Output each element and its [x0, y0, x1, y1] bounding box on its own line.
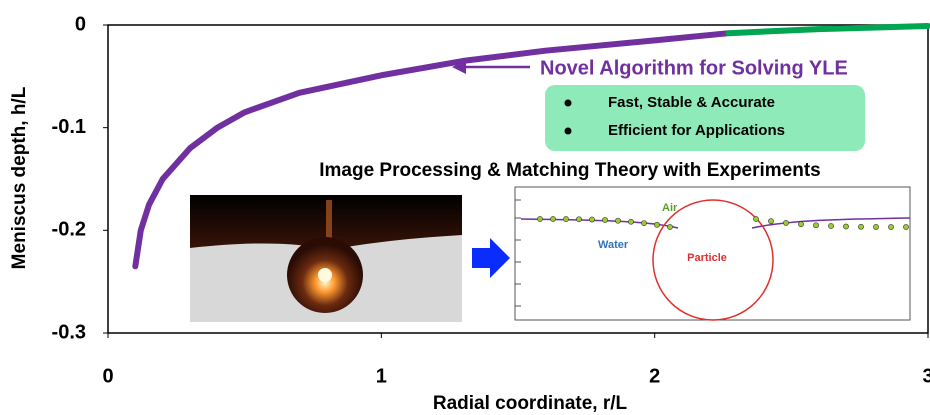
y-tick-label: -0.2	[52, 219, 86, 241]
inset-label: Water	[598, 239, 629, 251]
inset-dot	[615, 218, 620, 223]
inset-dot	[654, 222, 659, 227]
y-tick-label: 0	[75, 13, 86, 35]
inset-dot	[813, 223, 818, 228]
experiment-photo	[190, 195, 462, 322]
inset-dot	[843, 224, 848, 229]
inset-dot	[873, 224, 878, 229]
x-tick-label: 2	[649, 365, 660, 387]
inset-dot	[753, 216, 758, 221]
x-axis-label: Radial coordinate, r/L	[433, 393, 628, 414]
inset-dot	[589, 217, 594, 222]
feature-text: Efficient for Applications	[608, 122, 785, 139]
inset-plot: Air Water Particle	[515, 187, 910, 320]
series-line	[729, 26, 929, 33]
inset-dot	[602, 217, 607, 222]
chart: 0 -0.1 -0.2 -0.3 0 1 2 3 Radial coordinate, r/L…	[0, 0, 930, 415]
inset-dot	[828, 223, 833, 228]
inset-dot	[783, 220, 788, 225]
x-tick-label: 3	[922, 365, 930, 387]
inset-dot	[550, 216, 555, 221]
y-tick-label: -0.3	[52, 321, 86, 343]
bullet	[565, 100, 572, 107]
inset-dot	[667, 224, 672, 229]
inset-dot	[798, 222, 803, 227]
inset-dot	[888, 224, 893, 229]
y-axis-label: Meniscus depth, h/L	[9, 86, 30, 269]
x-tick-label: 0	[102, 365, 113, 387]
inset-dot	[858, 224, 863, 229]
inset-dot	[768, 219, 773, 224]
inset-dot	[641, 220, 646, 225]
algorithm-label: Novel Algorithm for Solving YLE	[540, 57, 848, 79]
inset-label: Air	[662, 202, 678, 214]
x-tick-label: 1	[376, 365, 387, 387]
process-arrow	[472, 238, 510, 278]
inset-dot	[628, 219, 633, 224]
inset-dot	[537, 216, 542, 221]
feature-text: Fast, Stable & Accurate	[608, 94, 775, 111]
inset-dot	[903, 224, 908, 229]
inset-dot	[576, 217, 581, 222]
image-title: Image Processing & Matching Theory with …	[319, 160, 821, 181]
inset-dot	[563, 216, 568, 221]
bullet	[565, 128, 572, 135]
y-tick-label: -0.1	[52, 116, 86, 138]
inset-label: Particle	[687, 252, 727, 264]
